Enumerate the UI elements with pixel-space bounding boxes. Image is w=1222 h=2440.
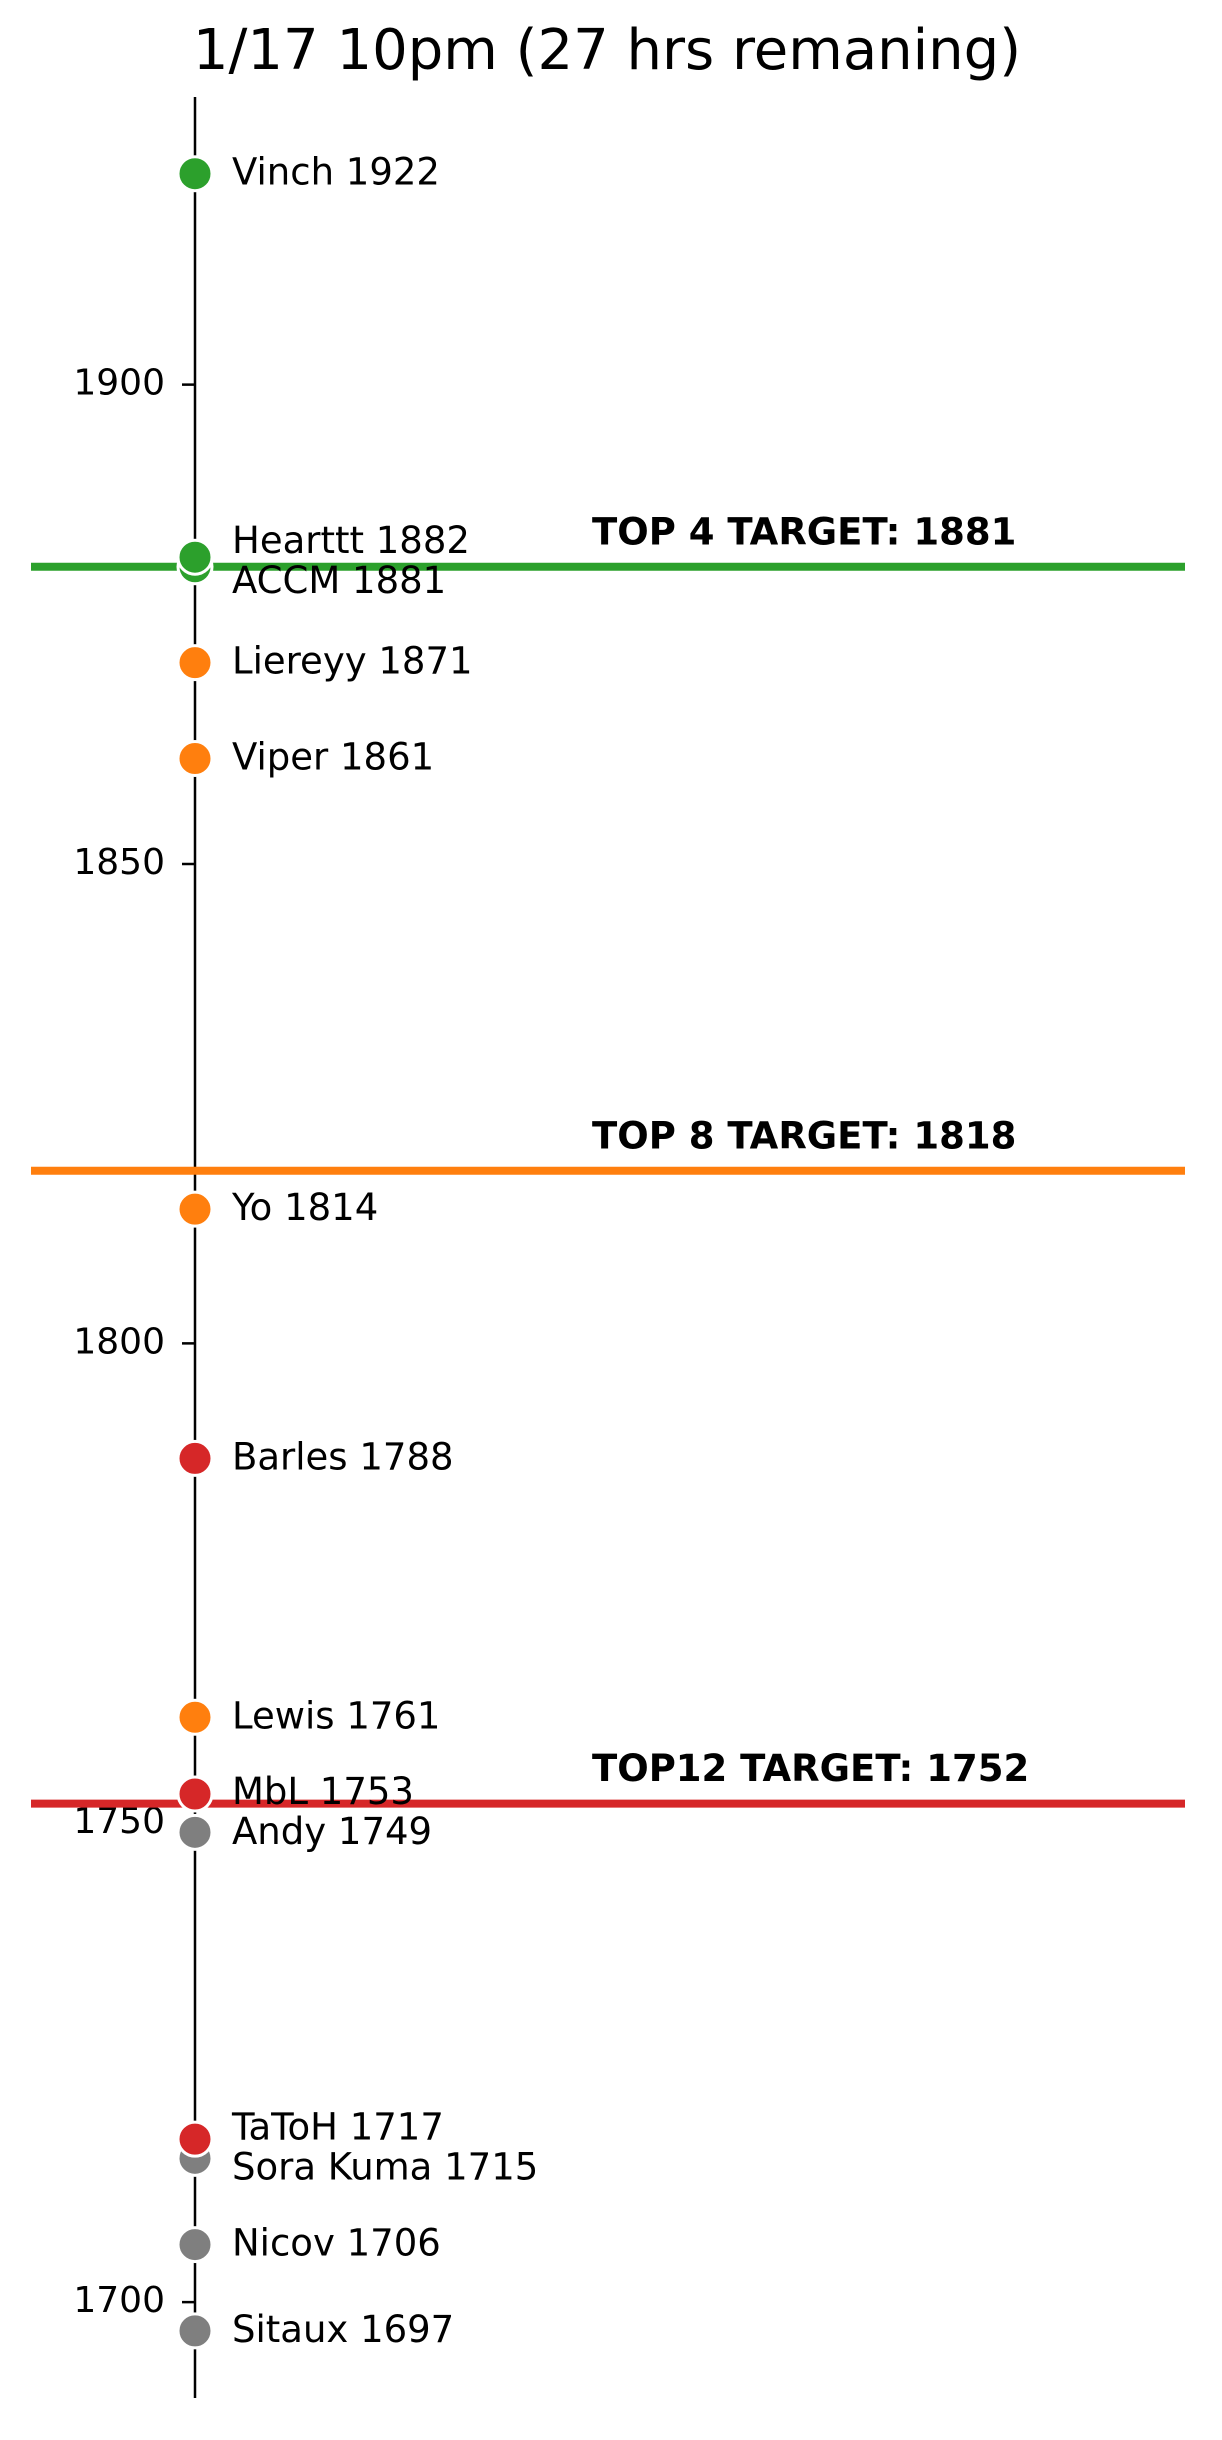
point-value: 1761: [346, 1694, 440, 1737]
point-name: TaToH: [231, 2105, 338, 2148]
point-name: Yo: [231, 1186, 272, 1229]
point-label: Liereyy 1871: [232, 639, 473, 682]
point-name: Sitaux: [232, 2307, 348, 2350]
point-value: 1882: [376, 518, 470, 561]
y-tick-label: 1850: [73, 842, 165, 883]
point-value: 1717: [350, 2105, 444, 2148]
point-name: Liereyy: [232, 639, 367, 682]
point-label: Andy 1749: [232, 1810, 432, 1853]
point: [176, 538, 214, 576]
point-name: Vinch: [232, 150, 334, 193]
point: [176, 1813, 214, 1851]
point-value: 1706: [347, 2221, 441, 2264]
point: [176, 2312, 214, 2350]
point-name: Barles: [232, 1435, 348, 1478]
point-value: 1697: [360, 2307, 454, 2350]
point-label: Sora Kuma 1715: [232, 2145, 538, 2188]
target-label: TOP 8 TARGET: 1818: [592, 1114, 1016, 1157]
point-label: Sitaux 1697: [232, 2307, 454, 2350]
point-label: Nicov 1706: [232, 2221, 441, 2264]
point-name: Andy: [232, 1810, 326, 1853]
point-value: 1871: [378, 639, 472, 682]
target-label: TOP 4 TARGET: 1881: [592, 510, 1016, 553]
point-label: Barles 1788: [232, 1435, 454, 1478]
point: [176, 1439, 214, 1477]
point-name: Sora Kuma: [232, 2145, 432, 2188]
point: [176, 644, 214, 682]
point-name: Lewis: [232, 1694, 335, 1737]
point-label: Yo 1814: [231, 1186, 378, 1229]
point-label: Hearttt 1882: [232, 518, 470, 561]
point-value: 1753: [320, 1770, 414, 1813]
point: [176, 740, 214, 778]
point: [176, 1190, 214, 1228]
point-value: 1881: [352, 558, 446, 601]
point-value: 1861: [340, 735, 434, 778]
y-tick-label: 1700: [73, 2280, 165, 2321]
y-tick-label: 1800: [73, 1321, 165, 1362]
point-value: 1814: [284, 1186, 378, 1229]
point: [176, 1775, 214, 1813]
y-tick-label: 1900: [73, 363, 165, 404]
point-name: Viper: [232, 735, 329, 778]
point-value: 1922: [346, 150, 440, 193]
point-name: MbL: [232, 1770, 308, 1813]
chart-title: 1/17 10pm (27 hrs remaning): [193, 18, 1021, 83]
point-label: ACCM 1881: [232, 558, 446, 601]
point-label: MbL 1753: [232, 1770, 414, 1813]
y-tick-label: 1750: [73, 1801, 165, 1842]
point-label: TaToH 1717: [231, 2105, 444, 2148]
point-value: 1749: [338, 1810, 432, 1853]
point-label: Vinch 1922: [232, 150, 440, 193]
point-label: Viper 1861: [232, 735, 434, 778]
point-name: Hearttt: [232, 518, 364, 561]
point: [176, 2120, 214, 2158]
point: [176, 155, 214, 193]
point-name: Nicov: [232, 2221, 335, 2264]
point: [176, 2226, 214, 2264]
point-name: ACCM: [232, 558, 340, 601]
point-label: Lewis 1761: [232, 1694, 440, 1737]
point-value: 1788: [359, 1435, 453, 1478]
point: [176, 1698, 214, 1736]
point-value: 1715: [444, 2145, 538, 2188]
target-label: TOP12 TARGET: 1752: [592, 1747, 1029, 1790]
